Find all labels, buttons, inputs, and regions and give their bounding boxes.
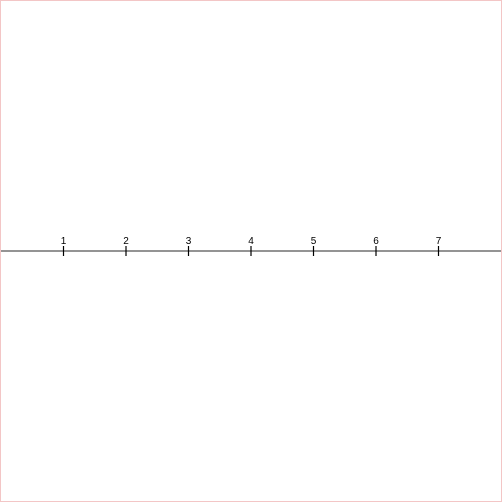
tick-label-4: 4 bbox=[248, 236, 254, 247]
tick-group: 1 2 3 4 5 6 7 bbox=[61, 236, 442, 256]
tick-label-7: 7 bbox=[436, 236, 442, 247]
tick-label-5: 5 bbox=[311, 236, 317, 247]
tick-label-2: 2 bbox=[123, 236, 129, 247]
tick-label-1: 1 bbox=[61, 236, 67, 247]
tick-label-6: 6 bbox=[373, 236, 379, 247]
tick-label-3: 3 bbox=[186, 236, 192, 247]
